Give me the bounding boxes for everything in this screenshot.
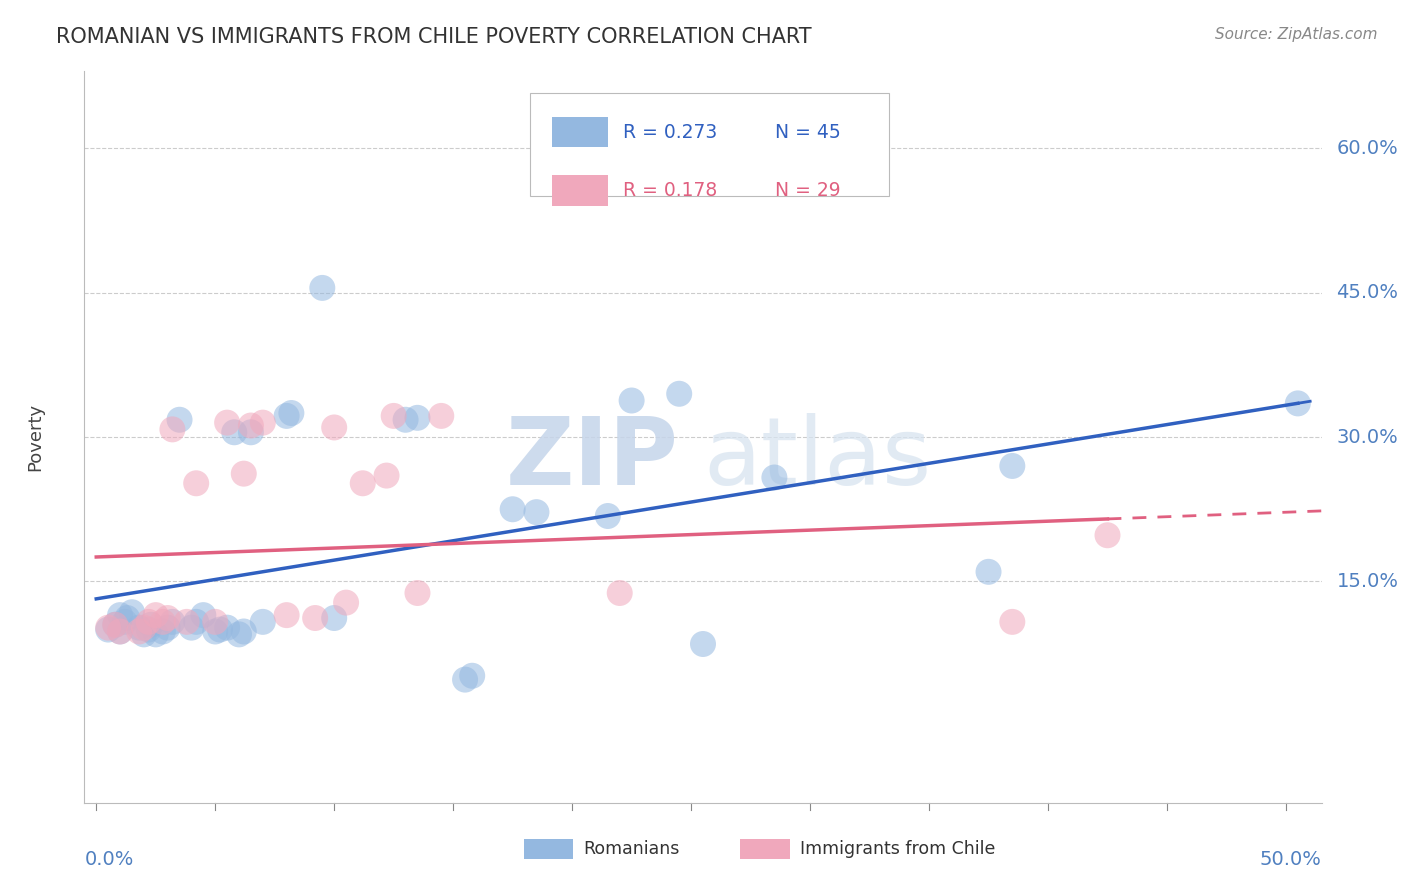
Point	[232, 467, 254, 481]
Point	[217, 621, 239, 635]
Point	[668, 386, 690, 401]
Point	[280, 406, 302, 420]
FancyBboxPatch shape	[523, 838, 574, 859]
Point	[156, 621, 179, 635]
Point	[239, 418, 262, 433]
Point	[186, 615, 208, 629]
Point	[186, 476, 208, 491]
Point	[104, 617, 127, 632]
Point	[252, 615, 274, 629]
Point	[204, 624, 226, 639]
Point	[108, 608, 131, 623]
Point	[406, 586, 429, 600]
Text: 45.0%: 45.0%	[1337, 284, 1399, 302]
Text: ROMANIAN VS IMMIGRANTS FROM CHILE POVERTY CORRELATION CHART: ROMANIAN VS IMMIGRANTS FROM CHILE POVERT…	[56, 27, 811, 46]
Point	[139, 617, 162, 632]
Point	[1286, 396, 1309, 410]
Text: R = 0.273: R = 0.273	[623, 122, 717, 142]
Point	[454, 673, 477, 687]
Text: Romanians: Romanians	[583, 840, 679, 858]
Point	[323, 611, 346, 625]
Point	[276, 608, 298, 623]
Text: Poverty: Poverty	[25, 403, 44, 471]
Point	[204, 615, 226, 629]
Point	[108, 624, 131, 639]
Point	[128, 621, 150, 635]
Point	[228, 627, 250, 641]
Point	[152, 624, 174, 639]
Point	[375, 468, 398, 483]
Point	[335, 596, 357, 610]
Point	[180, 621, 202, 635]
Text: atlas: atlas	[703, 413, 931, 505]
Text: 60.0%: 60.0%	[1337, 139, 1398, 158]
FancyBboxPatch shape	[530, 94, 889, 195]
Point	[394, 413, 416, 427]
Text: N = 29: N = 29	[775, 181, 841, 200]
Point	[1001, 615, 1024, 629]
Point	[596, 508, 619, 523]
Point	[114, 615, 136, 629]
Point	[304, 611, 326, 625]
Point	[763, 470, 786, 484]
Point	[276, 409, 298, 423]
Point	[352, 476, 374, 491]
Point	[145, 627, 167, 641]
Point	[232, 624, 254, 639]
Point	[108, 624, 131, 639]
Point	[169, 413, 191, 427]
Point	[132, 621, 155, 635]
Point	[311, 281, 333, 295]
FancyBboxPatch shape	[553, 117, 607, 147]
Point	[430, 409, 453, 423]
Point	[121, 605, 143, 619]
Point	[382, 409, 405, 423]
Point	[115, 611, 138, 625]
Point	[692, 637, 714, 651]
Point	[97, 623, 120, 637]
Text: 0.0%: 0.0%	[84, 850, 134, 870]
Point	[620, 393, 643, 408]
Point	[526, 505, 548, 519]
FancyBboxPatch shape	[740, 838, 790, 859]
FancyBboxPatch shape	[553, 175, 607, 206]
Point	[1097, 528, 1119, 542]
Point	[252, 416, 274, 430]
Point	[217, 416, 239, 430]
Point	[323, 420, 346, 434]
Point	[138, 623, 160, 637]
Point	[406, 410, 429, 425]
Point	[239, 425, 262, 440]
Point	[152, 615, 174, 629]
Point	[1001, 458, 1024, 473]
Text: 50.0%: 50.0%	[1260, 850, 1322, 870]
Text: N = 45: N = 45	[775, 122, 841, 142]
Point	[162, 422, 184, 436]
Text: Source: ZipAtlas.com: Source: ZipAtlas.com	[1215, 27, 1378, 42]
Text: ZIP: ZIP	[505, 413, 678, 505]
Point	[224, 425, 246, 440]
Point	[609, 586, 631, 600]
Point	[145, 608, 167, 623]
Point	[128, 624, 150, 639]
Point	[104, 617, 127, 632]
Point	[502, 502, 524, 516]
Point	[97, 621, 120, 635]
Point	[176, 615, 198, 629]
Text: R = 0.178: R = 0.178	[623, 181, 717, 200]
Point	[461, 669, 484, 683]
Text: Immigrants from Chile: Immigrants from Chile	[800, 840, 995, 858]
Text: 15.0%: 15.0%	[1337, 572, 1399, 591]
Point	[162, 615, 184, 629]
Point	[156, 611, 179, 625]
Point	[977, 565, 1000, 579]
Point	[132, 627, 155, 641]
Point	[193, 608, 215, 623]
Point	[208, 623, 231, 637]
Text: 30.0%: 30.0%	[1337, 427, 1398, 447]
Point	[138, 615, 160, 629]
